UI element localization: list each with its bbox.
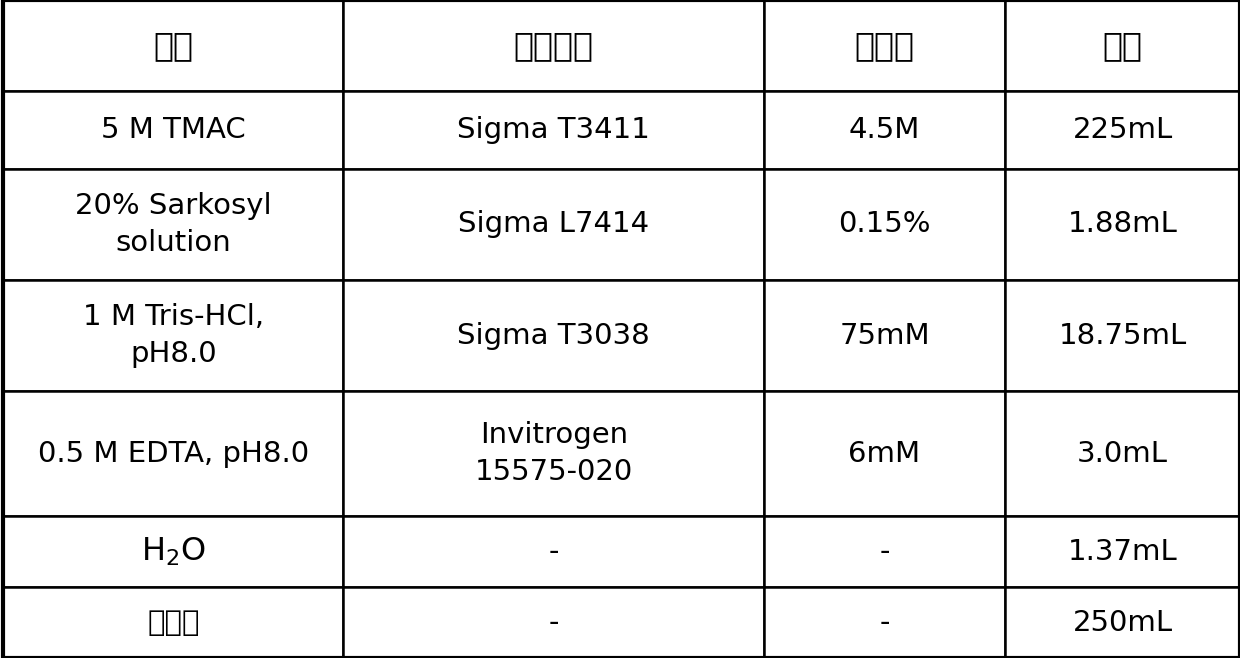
- Text: $\mathrm{H_2O}$: $\mathrm{H_2O}$: [141, 536, 206, 568]
- Bar: [1006, 280, 1240, 392]
- Bar: [1006, 91, 1240, 168]
- Bar: [4, 91, 343, 168]
- Bar: [343, 168, 764, 280]
- Bar: [1006, 392, 1240, 517]
- Text: 0.5 M EDTA, pH8.0: 0.5 M EDTA, pH8.0: [38, 440, 309, 468]
- Text: -: -: [548, 609, 559, 636]
- Text: 6mM: 6mM: [848, 440, 920, 468]
- Text: 75mM: 75mM: [839, 322, 930, 350]
- Text: 终浓度: 终浓度: [854, 29, 914, 62]
- Bar: [343, 91, 764, 168]
- Bar: [1006, 587, 1240, 658]
- Text: 250mL: 250mL: [1073, 609, 1173, 636]
- Text: Sigma L7414: Sigma L7414: [458, 211, 650, 238]
- Text: -: -: [879, 538, 889, 566]
- Text: 0.15%: 0.15%: [838, 211, 931, 238]
- Text: -: -: [879, 609, 889, 636]
- Bar: [1006, 517, 1240, 587]
- Bar: [764, 587, 1006, 658]
- Bar: [764, 280, 1006, 392]
- Text: Invitrogen
15575-020: Invitrogen 15575-020: [475, 422, 632, 486]
- Text: 试剂: 试剂: [154, 29, 193, 62]
- Bar: [4, 392, 343, 517]
- Text: 20% Sarkosyl
solution: 20% Sarkosyl solution: [76, 192, 272, 257]
- Bar: [4, 517, 343, 587]
- Bar: [764, 0, 1006, 91]
- Bar: [764, 91, 1006, 168]
- Text: -: -: [548, 538, 559, 566]
- Bar: [4, 280, 343, 392]
- Text: 1.88mL: 1.88mL: [1068, 211, 1178, 238]
- Bar: [343, 392, 764, 517]
- Text: 5 M TMAC: 5 M TMAC: [102, 116, 246, 144]
- Bar: [764, 392, 1006, 517]
- Text: Sigma T3038: Sigma T3038: [458, 322, 650, 350]
- Bar: [764, 168, 1006, 280]
- Bar: [764, 517, 1006, 587]
- Text: 225mL: 225mL: [1073, 116, 1173, 144]
- Bar: [343, 587, 764, 658]
- Text: Sigma T3411: Sigma T3411: [458, 116, 650, 144]
- Text: 1.37mL: 1.37mL: [1068, 538, 1178, 566]
- Bar: [343, 280, 764, 392]
- Bar: [343, 517, 764, 587]
- Text: 总体积: 总体积: [148, 609, 200, 636]
- Text: 体积: 体积: [1102, 29, 1142, 62]
- Bar: [4, 168, 343, 280]
- Text: 3.0mL: 3.0mL: [1078, 440, 1168, 468]
- Bar: [1006, 168, 1240, 280]
- Text: 18.75mL: 18.75mL: [1059, 322, 1187, 350]
- Text: 4.5M: 4.5M: [849, 116, 920, 144]
- Bar: [4, 0, 343, 91]
- Bar: [343, 0, 764, 91]
- Text: 1 M Tris-HCl,
pH8.0: 1 M Tris-HCl, pH8.0: [83, 303, 264, 368]
- Bar: [1006, 0, 1240, 91]
- Bar: [4, 587, 343, 658]
- Text: 厂商货号: 厂商货号: [513, 29, 594, 62]
